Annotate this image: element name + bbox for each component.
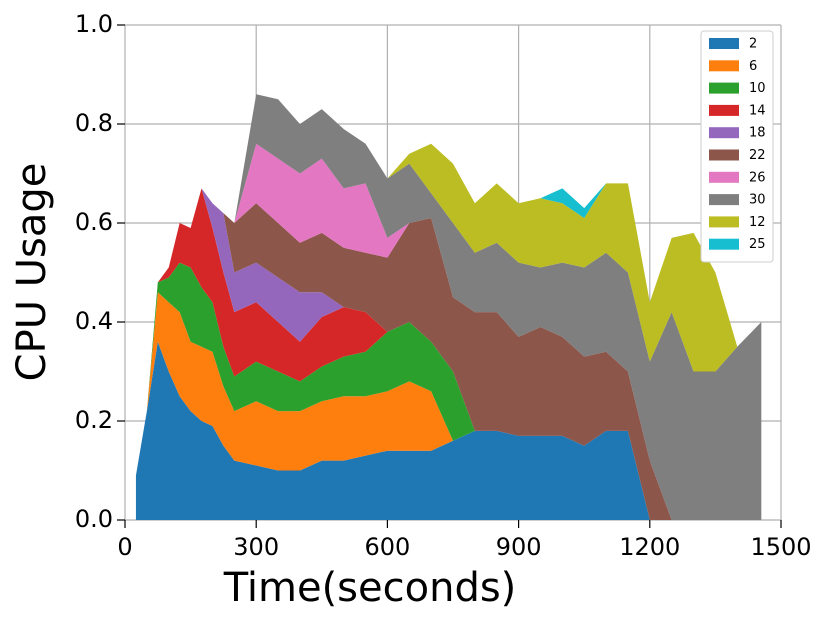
- x-tick-label: 900: [496, 533, 542, 561]
- area: [135, 292, 762, 520]
- legend-swatch: [709, 38, 739, 49]
- y-tick-label: 0.2: [75, 406, 113, 434]
- legend-label: 14: [749, 103, 766, 118]
- legend-swatch: [709, 82, 739, 94]
- legend-label: 10: [749, 81, 766, 96]
- legend-label: 30: [749, 193, 766, 208]
- legend-swatch: [709, 149, 739, 161]
- y-axis-label: CPU Usage: [9, 163, 55, 382]
- y-tick-label: 0.0: [75, 505, 113, 533]
- legend-swatch: [709, 238, 739, 250]
- legend-label: 6: [749, 59, 757, 74]
- x-tick-label: 0: [117, 533, 132, 561]
- legend-label: 2: [749, 37, 757, 52]
- area: [135, 262, 762, 520]
- legend-swatch: [709, 171, 739, 183]
- x-axis-label: Time(seconds): [223, 565, 517, 611]
- legend-label: 26: [749, 170, 766, 185]
- x-tick-label: 300: [233, 533, 279, 561]
- y-tick-label: 0.8: [75, 109, 113, 137]
- y-tick-label: 0.6: [75, 208, 113, 236]
- legend-swatch: [709, 216, 739, 228]
- x-tick-label: 1500: [750, 533, 811, 561]
- legend-swatch: [709, 194, 739, 206]
- legend-swatch: [709, 127, 739, 139]
- area: [135, 188, 762, 520]
- area: [135, 94, 762, 521]
- area: [135, 94, 762, 476]
- x-tick-label: 1200: [619, 533, 680, 561]
- x-tick-label: 600: [364, 533, 410, 561]
- y-tick-label: 0.4: [75, 307, 113, 335]
- legend-swatch: [709, 60, 739, 72]
- legend-label: 18: [749, 126, 766, 141]
- areas: [135, 94, 762, 521]
- legend-label: 22: [749, 148, 766, 163]
- axes: 0 300 600 900 1200 1500 0.0 0.2 0.4 0.6 0.8 1.0: [75, 10, 812, 561]
- area: [135, 341, 762, 520]
- legend-label: 12: [749, 215, 766, 230]
- area: [135, 188, 762, 520]
- legend-label: 25: [749, 237, 766, 252]
- y-tick-label: 1.0: [75, 10, 113, 38]
- legend-swatch: [709, 104, 739, 116]
